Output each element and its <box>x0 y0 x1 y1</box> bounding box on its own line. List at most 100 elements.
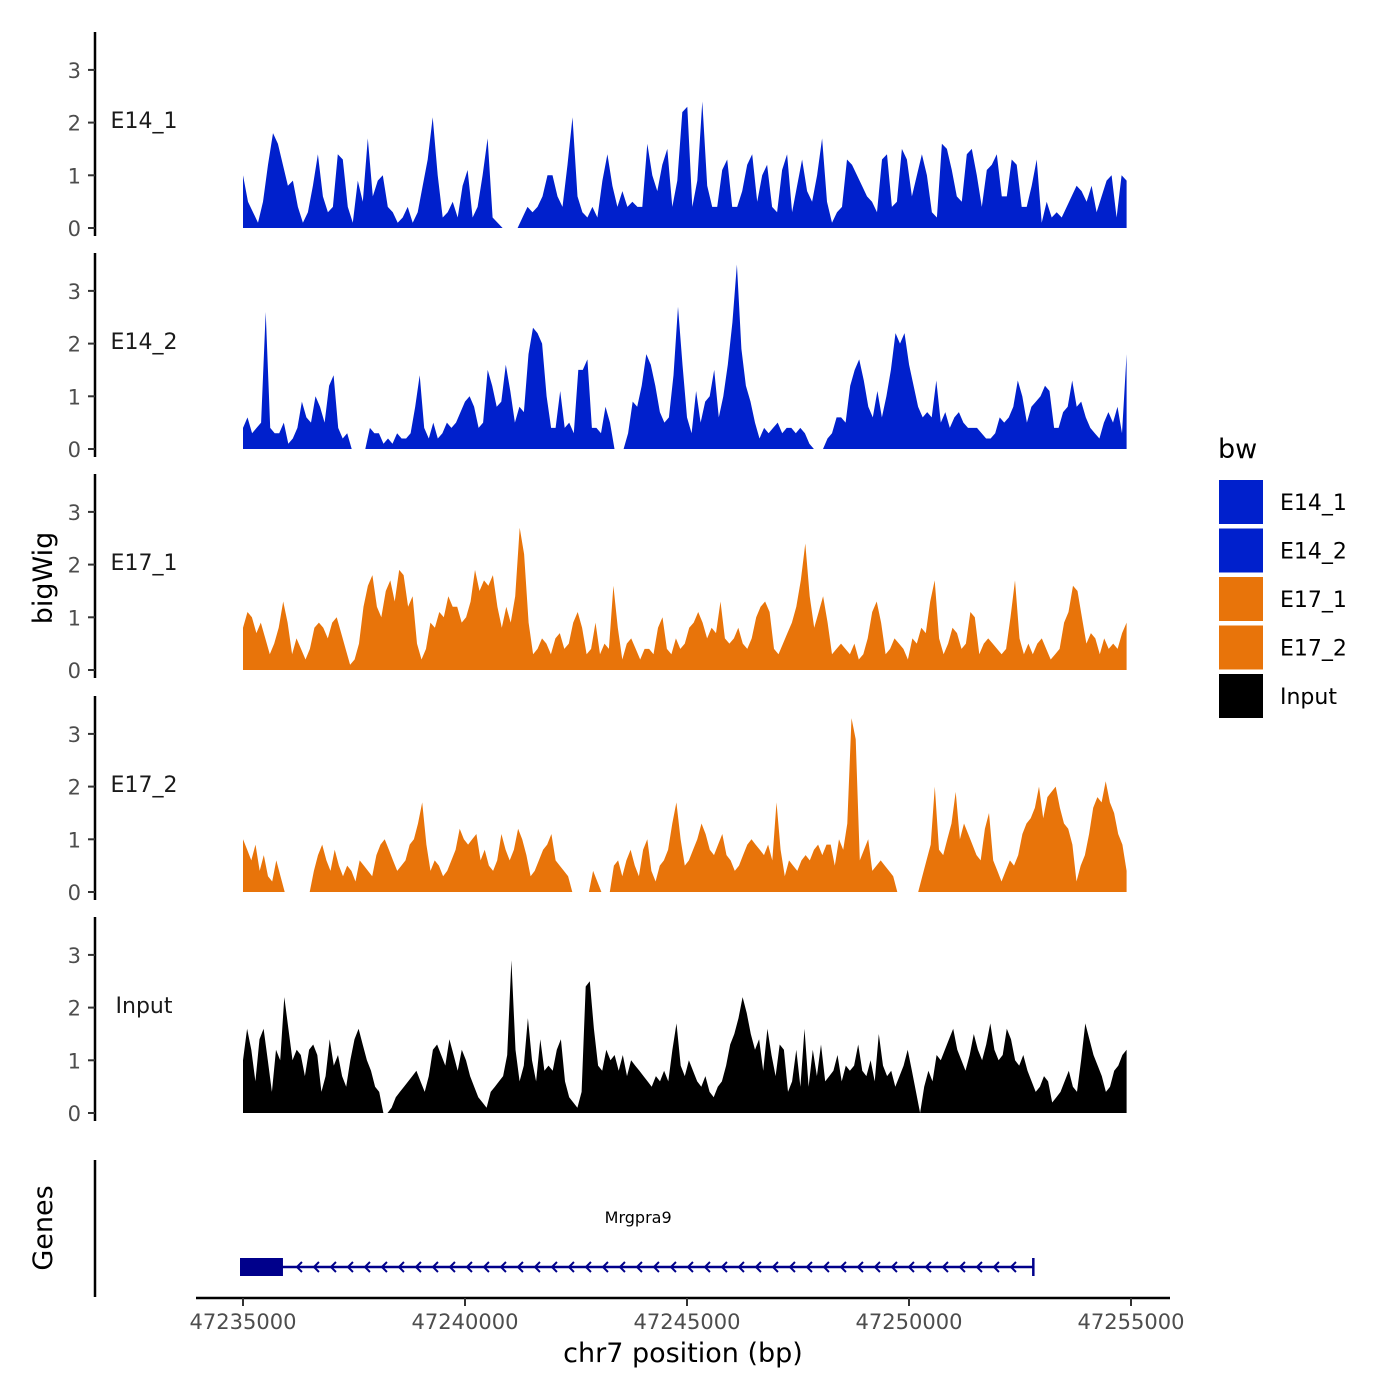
gene-label: Mrgpra9 <box>605 1208 672 1227</box>
gene-Mrgpra9: Mrgpra9 <box>240 1208 1035 1276</box>
strand-arrow <box>618 1261 626 1273</box>
gene-panel-label: Genes <box>28 1185 59 1270</box>
track-Input: 0 1 2 3 Input <box>68 917 1127 1126</box>
y-tick-label: 3 <box>68 944 81 968</box>
strand-arrow <box>941 1261 949 1273</box>
strand-arrow <box>975 1261 983 1273</box>
track-label: E17_2 <box>111 773 178 798</box>
track-E17_1: 0 1 2 3 E17_1 <box>68 474 1127 683</box>
y-tick-label: 1 <box>68 1049 81 1073</box>
legend-swatch-Input <box>1219 674 1263 718</box>
legend-swatch-E17_2 <box>1219 625 1263 670</box>
gene-track: Mrgpra9 <box>93 1160 1035 1297</box>
y-tick-label: 2 <box>68 112 81 136</box>
strand-arrow <box>890 1261 898 1273</box>
x-tick-label: 47255000 <box>1078 1310 1185 1334</box>
strand-arrow <box>448 1261 456 1273</box>
strand-arrow <box>907 1261 915 1273</box>
strand-arrow <box>839 1261 847 1273</box>
strand-arrow <box>499 1261 507 1273</box>
strand-arrow <box>737 1261 745 1273</box>
legend-label: E14_2 <box>1280 540 1347 565</box>
strand-arrow <box>992 1261 1000 1273</box>
strand-arrow <box>856 1261 864 1273</box>
strand-arrow <box>295 1261 303 1273</box>
strand-arrow <box>924 1261 932 1273</box>
x-axis: 47235000 47240000 47245000 47250000 47255000 <box>190 1296 1185 1334</box>
y-tick-label: 3 <box>68 501 81 525</box>
y-tick-label: 3 <box>68 59 81 83</box>
strand-arrow <box>703 1261 711 1273</box>
y-tick-label: 3 <box>68 723 81 747</box>
legend-label: E17_1 <box>1280 588 1347 613</box>
strand-arrow <box>754 1261 762 1273</box>
y-tick-label: 2 <box>68 554 81 578</box>
strand-arrow <box>550 1261 558 1273</box>
strand-arrow <box>584 1261 592 1273</box>
strand-arrow <box>431 1261 439 1273</box>
track-E14_2: 0 1 2 3 E14_2 <box>68 253 1127 462</box>
y-tick-label: 0 <box>68 659 81 683</box>
strand-arrow <box>329 1261 337 1273</box>
y-tick-label: 1 <box>68 828 81 852</box>
track-label: E17_1 <box>111 551 178 576</box>
strand-arrow <box>822 1261 830 1273</box>
strand-arrow <box>312 1261 320 1273</box>
signal-area-E17_2 <box>243 718 1127 892</box>
y-tick-label: 0 <box>68 217 81 241</box>
strand-arrow <box>533 1261 541 1273</box>
y-tick-label: 1 <box>68 606 81 630</box>
strand-arrow <box>516 1261 524 1273</box>
y-tick-label: 0 <box>68 438 81 462</box>
strand-arrow <box>1009 1261 1017 1273</box>
legend-label: Input <box>1280 685 1337 710</box>
y-tick-label: 1 <box>68 164 81 188</box>
strand-arrow <box>397 1261 405 1273</box>
x-tick-label: 47245000 <box>634 1310 741 1334</box>
legend-label: E14_1 <box>1280 491 1347 516</box>
y-tick-label: 2 <box>68 997 81 1021</box>
strand-arrow <box>873 1261 881 1273</box>
strand-arrow <box>567 1261 575 1273</box>
strand-arrow <box>686 1261 694 1273</box>
x-tick-label: 47250000 <box>856 1310 963 1334</box>
strand-arrow <box>465 1261 473 1273</box>
legend: E14_1 E14_2 E17_1 E17_2 Input <box>1219 480 1347 718</box>
legend-swatch-E14_2 <box>1219 528 1263 573</box>
legend-swatch-E17_1 <box>1219 577 1263 621</box>
strand-arrow <box>805 1261 813 1273</box>
strand-arrow <box>635 1261 643 1273</box>
signal-area-E14_2 <box>243 264 1127 449</box>
strand-arrow <box>771 1261 779 1273</box>
gene-exon <box>240 1258 283 1276</box>
strand-arrow <box>601 1261 609 1273</box>
y-tick-label: 2 <box>68 776 81 800</box>
x-axis-title: chr7 position (bp) <box>563 1338 803 1369</box>
strand-arrow <box>652 1261 660 1273</box>
track-label: Input <box>116 994 173 1019</box>
signal-area-E14_1 <box>243 101 1127 228</box>
track-E17_2: 0 1 2 3 E17_2 <box>68 696 1127 905</box>
track-label: E14_1 <box>111 109 178 134</box>
strand-arrow <box>788 1261 796 1273</box>
y-axis-title: bigWig <box>28 532 59 625</box>
y-tick-label: 3 <box>68 280 81 304</box>
x-tick-label: 47235000 <box>190 1310 297 1334</box>
y-tick-label: 1 <box>68 385 81 409</box>
track-E14_1: 0 1 2 3 E14_1 <box>68 32 1127 241</box>
strand-arrow <box>669 1261 677 1273</box>
strand-arrow <box>380 1261 388 1273</box>
signal-area-Input <box>243 960 1127 1113</box>
strand-arrow <box>958 1261 966 1273</box>
strand-arrow <box>346 1261 354 1273</box>
y-tick-label: 2 <box>68 333 81 357</box>
x-tick-label: 47240000 <box>412 1310 519 1334</box>
strand-arrow <box>482 1261 490 1273</box>
strand-arrow <box>363 1261 371 1273</box>
signal-area-E17_1 <box>243 527 1127 670</box>
legend-swatch-E14_1 <box>1219 480 1263 524</box>
strand-arrow <box>414 1261 422 1273</box>
signal-tracks: 0 1 2 3 E14_1 0 1 2 3 E14_2 0 1 2 3 E17_1 0 1 2 3 E17_2 0 1 2 3… <box>68 32 1127 1126</box>
legend-label: E17_2 <box>1280 637 1347 662</box>
